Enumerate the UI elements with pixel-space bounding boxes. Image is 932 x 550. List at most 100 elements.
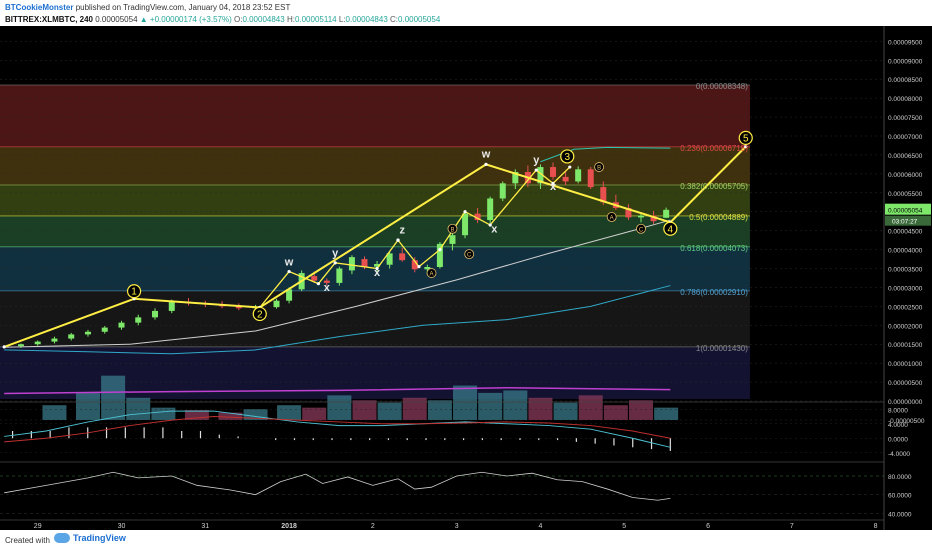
wave-point	[744, 145, 748, 149]
candle[interactable]	[638, 215, 645, 218]
price-tick-label: 0.00006000	[888, 172, 923, 179]
candle[interactable]	[399, 253, 406, 261]
candle[interactable]	[135, 317, 142, 323]
created-with-text: Created with	[5, 536, 50, 545]
ma-mid-line	[4, 285, 671, 355]
wave-label: 1	[131, 287, 137, 298]
price-chart[interactable]: 0(0.00008348) 0.236(0.00006715) 0.382(0.00…	[0, 26, 932, 530]
volume-bar	[629, 400, 654, 420]
candle[interactable]	[84, 331, 91, 335]
candle[interactable]	[449, 235, 456, 244]
candle[interactable]	[311, 276, 318, 281]
candle[interactable]	[374, 263, 381, 267]
fib-label: 0.382(0.00005705)	[680, 182, 748, 191]
time-tick-label: 4	[539, 523, 543, 530]
volume-bar	[578, 395, 603, 420]
candle[interactable]	[512, 171, 519, 184]
candle[interactable]	[235, 306, 242, 309]
fib-label: 0(0.00008348)	[696, 82, 748, 91]
candle[interactable]	[323, 280, 330, 283]
candle[interactable]	[348, 257, 355, 271]
candle[interactable]	[411, 260, 418, 270]
wave-label: A	[430, 272, 434, 278]
candle[interactable]	[537, 167, 544, 184]
time-axis[interactable]: 29 30 31 2018 2 3 4 5 6 7 8	[0, 519, 884, 530]
tradingview-logo[interactable]: TradingView	[54, 533, 126, 543]
time-tick-label: 7	[790, 523, 794, 530]
candle[interactable]	[118, 322, 125, 328]
candle[interactable]	[575, 169, 582, 182]
wave-point	[551, 181, 555, 185]
wave-label-circle	[606, 212, 617, 222]
author-name[interactable]: BTCookieMonster	[5, 3, 74, 12]
last-price-label: 0.00005054	[888, 208, 923, 215]
wave-label: 5	[743, 133, 749, 144]
open-label: O:	[233, 15, 243, 24]
candle[interactable]	[336, 268, 343, 283]
candle[interactable]	[273, 300, 280, 308]
wave-label: C	[639, 227, 644, 233]
wave-label: x	[491, 224, 498, 236]
published-text: published on TradingView.com, January 04…	[75, 3, 291, 12]
macd-tick-label: -4.0000	[888, 451, 910, 458]
wave-line[interactable]	[259, 239, 399, 308]
macd-pane[interactable]: 8.0000 4.0000 0.0000 -4.0000	[0, 401, 910, 458]
volume-bar	[302, 407, 327, 420]
macd-line	[4, 410, 671, 448]
wave-label: w	[284, 256, 294, 268]
candle[interactable]	[34, 341, 41, 345]
volume-bars	[4, 375, 679, 420]
candle[interactable]	[462, 213, 469, 236]
volume-bar	[503, 390, 528, 420]
symbol-label: BITTREX:XLMBTC, 240	[5, 15, 94, 24]
candle[interactable]	[587, 169, 594, 188]
rsi-line	[4, 471, 671, 501]
candle[interactable]	[286, 289, 293, 301]
open-value: 0.00004843	[242, 15, 285, 24]
candle[interactable]	[600, 187, 607, 203]
price-tick-label: 0.00000500	[888, 380, 923, 387]
candle[interactable]	[562, 176, 569, 182]
volume-bar	[151, 407, 176, 420]
candle[interactable]	[436, 243, 443, 268]
candle[interactable]	[625, 207, 632, 218]
candle[interactable]	[101, 327, 108, 332]
rsi-pane[interactable]: 80.0000 60.0000 40.0000	[0, 461, 912, 518]
wave-point	[568, 165, 572, 169]
up-arrow-icon: ▲	[139, 15, 148, 24]
macd-tick-label: 8.0000	[888, 407, 908, 414]
fib-band	[0, 290, 750, 347]
candle[interactable]	[663, 209, 670, 218]
price-tick-label: 0.00009500	[888, 39, 923, 46]
wave-label: x	[324, 282, 331, 294]
candle[interactable]	[474, 213, 481, 221]
candle[interactable]	[424, 267, 431, 270]
candle[interactable]	[550, 167, 557, 177]
candle[interactable]	[152, 310, 159, 318]
candle[interactable]	[487, 198, 494, 221]
candle[interactable]	[17, 344, 24, 347]
elliott-wave-lines[interactable]	[2, 145, 748, 349]
wave-label-circle	[738, 130, 753, 146]
price-axis[interactable]: 0.00009500 0.00009000 0.00008500 0.00008000…	[883, 26, 931, 530]
candle[interactable]	[499, 183, 506, 199]
candle[interactable]	[51, 338, 58, 342]
wave-point	[333, 261, 337, 265]
footer: Created with TradingView	[0, 530, 932, 550]
price-tick-label: 0.00006500	[888, 153, 923, 160]
low-label: L:	[338, 15, 346, 24]
wave-line[interactable]	[3, 145, 747, 348]
wave-label: A	[610, 216, 614, 222]
last-price: 0.00005054	[95, 15, 138, 24]
candle[interactable]	[650, 215, 657, 222]
candle[interactable]	[68, 334, 75, 339]
macd-tick-label: 0.0000	[888, 436, 908, 443]
wave-label: z	[399, 225, 405, 237]
wave-line[interactable]	[397, 166, 571, 268]
close-label: C:	[390, 15, 399, 24]
candle[interactable]	[361, 259, 368, 267]
volume-bar	[453, 385, 478, 420]
candle[interactable]	[386, 253, 393, 265]
candle[interactable]	[168, 301, 175, 311]
wave-label-circle	[594, 162, 605, 172]
